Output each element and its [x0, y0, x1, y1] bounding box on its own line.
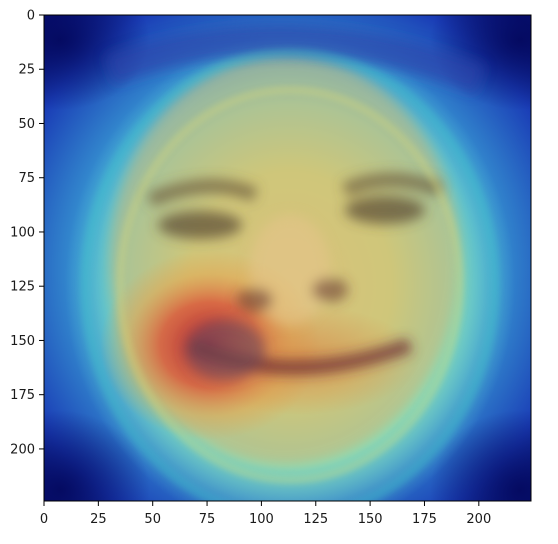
y-tick-label: 125 [10, 280, 35, 295]
x-tick-label: 175 [412, 512, 437, 527]
x-tick-label: 75 [199, 512, 216, 527]
x-tick-label: 0 [40, 512, 48, 527]
x-tick-label: 125 [303, 512, 328, 527]
y-tick-label: 25 [18, 63, 35, 78]
y-tick-label: 175 [10, 388, 35, 403]
y-tick-label: 150 [10, 334, 35, 349]
y-tick-label: 75 [18, 171, 35, 186]
x-tick-label: 150 [358, 512, 383, 527]
x-tick-label: 100 [249, 512, 274, 527]
face-features [104, 24, 486, 380]
y-axis: 0 25 50 75 100 125 150 175 200 [10, 9, 44, 457]
x-tick-label: 25 [90, 512, 107, 527]
x-tick-label: 50 [144, 512, 161, 527]
x-tick-label: 200 [466, 512, 491, 527]
y-tick-label: 0 [27, 9, 35, 24]
y-tick-label: 50 [18, 117, 35, 132]
y-tick-label: 200 [10, 442, 35, 457]
x-axis: 0 25 50 75 100 125 150 175 200 [40, 501, 491, 527]
y-tick-label: 100 [10, 225, 35, 240]
axes-frame [43, 14, 532, 502]
